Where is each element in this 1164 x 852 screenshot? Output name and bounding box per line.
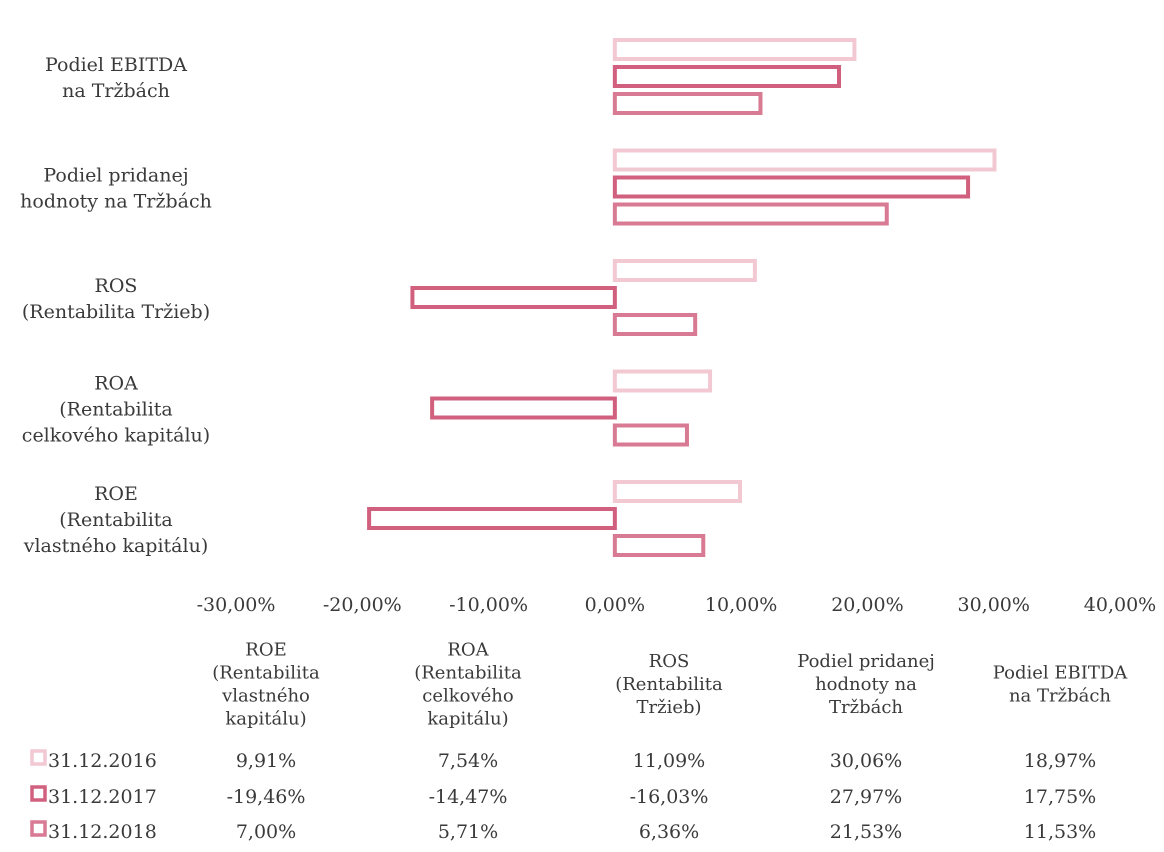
x-tick-label: -30,00% <box>197 594 276 616</box>
x-tick-label: -20,00% <box>323 594 402 616</box>
table-header: celkového <box>422 686 514 707</box>
bar-2-4 <box>430 396 617 420</box>
table-header: (Rentabilita <box>414 663 522 684</box>
bar-3-2 <box>612 202 889 226</box>
table-cell: 30,06% <box>830 750 902 772</box>
table-cell: 6,36% <box>639 821 699 843</box>
table-header: ROE <box>245 640 286 661</box>
x-tick-label: 30,00% <box>957 594 1029 616</box>
table-header: vlastného <box>221 686 310 707</box>
x-tick-label: 0,00% <box>585 594 645 616</box>
legend-swatch <box>30 820 47 837</box>
table-cell: 7,54% <box>438 750 498 772</box>
x-tick-label: 10,00% <box>705 594 777 616</box>
category-label: ROE <box>94 483 138 505</box>
x-axis-ticks: -30,00% -20,00% -10,00% 0,00% 10,00% 20,00% 30… <box>197 594 1157 616</box>
table-cell: -14,47% <box>429 786 508 808</box>
table-header: Podiel pridanej <box>797 651 935 672</box>
table-cell: 9,91% <box>236 750 296 772</box>
table-cell: 17,75% <box>1024 786 1096 808</box>
data-table: ROE(Rentabilitavlastnéhokapitálu)ROA(Ren… <box>30 640 1129 843</box>
bar-3-3 <box>612 313 698 336</box>
category-label: Podiel pridanej <box>43 165 188 187</box>
table-header: Podiel EBITDA <box>993 663 1129 684</box>
bar-2-2 <box>612 175 971 199</box>
table-cell: 11,09% <box>633 750 705 772</box>
legend-label: 31.12.2018 <box>48 821 157 843</box>
table-cell: -19,46% <box>227 786 306 808</box>
category-label: ROS <box>95 275 138 297</box>
x-tick-label: 20,00% <box>831 594 903 616</box>
bar-1-1 <box>612 38 857 61</box>
table-header: na Tržbách <box>1009 686 1111 707</box>
legend-swatch <box>30 749 47 766</box>
bar-2-5 <box>367 507 617 530</box>
legend-label: 31.12.2016 <box>48 750 157 772</box>
table-cell: 7,00% <box>236 821 296 843</box>
bar-1-5 <box>612 480 743 503</box>
table-header: (Rentabilita <box>212 663 320 684</box>
category-label: ROA <box>94 373 138 395</box>
category-label: celkového kapitálu) <box>22 425 210 447</box>
table-header: ROS <box>649 651 690 672</box>
table-cell: 5,71% <box>438 821 498 843</box>
table-cell: 21,53% <box>830 821 902 843</box>
category-label: (Rentabilita Tržieb) <box>22 301 210 323</box>
table-header: kapitálu) <box>427 709 508 730</box>
bar-3-5 <box>612 534 706 557</box>
table-header: Tržbách <box>829 697 903 718</box>
bar-1-2 <box>612 148 997 172</box>
x-tick-label: 40,00% <box>1084 594 1156 616</box>
bar-3-4 <box>612 423 689 447</box>
table-header: Tržieb) <box>636 697 701 718</box>
table-cell: 27,97% <box>830 786 902 808</box>
table-cell: 11,53% <box>1024 821 1096 843</box>
table-header: (Rentabilita <box>615 674 723 695</box>
table-header: ROA <box>447 640 489 661</box>
category-label: Podiel EBITDA <box>45 54 187 76</box>
bar-2-3 <box>410 286 617 309</box>
category-label: hodnoty na Tržbách <box>20 191 212 213</box>
category-labels: Podiel EBITDA na Tržbách Podiel pridanej ho… <box>20 54 212 557</box>
table-cell: -16,03% <box>630 786 709 808</box>
category-label: (Rentabilita <box>59 399 173 421</box>
bar-2-1 <box>612 65 842 88</box>
legend-label: 31.12.2017 <box>48 786 157 808</box>
category-label: na Tržbách <box>62 80 170 102</box>
category-label: vlastného kapitálu) <box>23 535 209 557</box>
x-tick-label: -10,00% <box>449 594 528 616</box>
legend-swatch <box>30 785 47 802</box>
bars-layer <box>367 38 997 557</box>
bar-3-1 <box>612 92 763 115</box>
bar-1-3 <box>612 259 757 282</box>
table-header: kapitálu) <box>225 709 306 730</box>
table-cell: 18,97% <box>1024 750 1096 772</box>
category-label: (Rentabilita <box>59 509 173 531</box>
table-header: hodnoty na <box>815 674 917 695</box>
bar-1-4 <box>612 369 713 393</box>
